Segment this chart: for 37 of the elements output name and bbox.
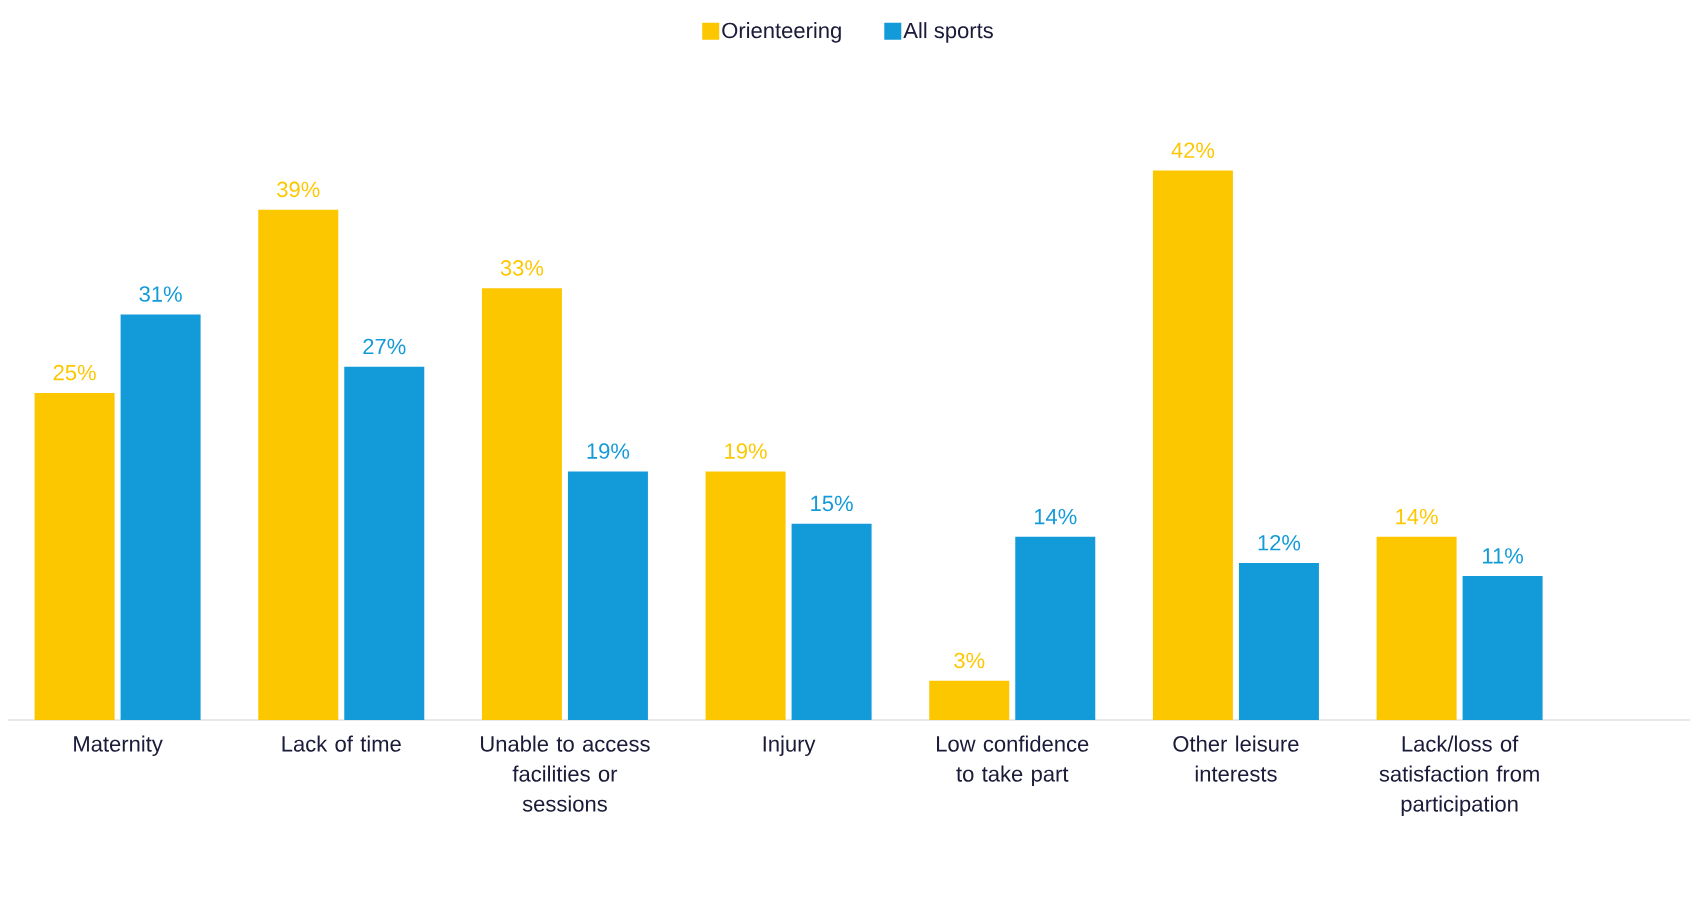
bar	[120, 314, 201, 720]
bar	[929, 680, 1010, 720]
bar	[705, 471, 786, 720]
bar	[1152, 170, 1233, 720]
bar	[1015, 536, 1096, 720]
data-label: 12%	[1258, 534, 1301, 551]
data-label: 39%	[277, 181, 320, 198]
data-label: 3%	[954, 652, 985, 669]
legend-label: All sports	[903, 22, 993, 43]
bar	[791, 523, 872, 720]
x-tick-label: Low confidence to take part	[937, 735, 1089, 787]
bar	[34, 392, 115, 720]
x-tick-label: Lack of time	[282, 735, 401, 752]
data-label: 31%	[139, 286, 182, 302]
x-tick-label: Lack/loss of satisfaction from participation	[1379, 735, 1539, 817]
bar	[344, 366, 425, 720]
data-label: 19%	[587, 443, 630, 459]
data-label: 27%	[363, 338, 406, 355]
bar	[1376, 536, 1457, 720]
data-label: 42%	[1171, 142, 1215, 158]
x-tick-label: Maternity	[74, 735, 163, 757]
bar	[1462, 576, 1543, 720]
x-tick-label: Unable to access facilities or sessions	[481, 735, 650, 812]
data-label: 15%	[811, 495, 853, 512]
data-label: 14%	[1396, 508, 1438, 525]
legend-label: Orienteering	[722, 22, 841, 43]
data-label: 19%	[725, 443, 767, 459]
bar	[481, 288, 562, 720]
bar	[1238, 562, 1319, 720]
x-tick-label: Other leisure interests	[1173, 735, 1299, 782]
bar	[258, 209, 339, 720]
bar	[567, 471, 648, 720]
data-label: 33%	[500, 260, 544, 276]
data-label: 11%	[1483, 548, 1523, 564]
x-tick-label: Injury	[763, 735, 816, 757]
data-label: 14%	[1034, 508, 1077, 525]
data-label: 25%	[53, 364, 96, 381]
